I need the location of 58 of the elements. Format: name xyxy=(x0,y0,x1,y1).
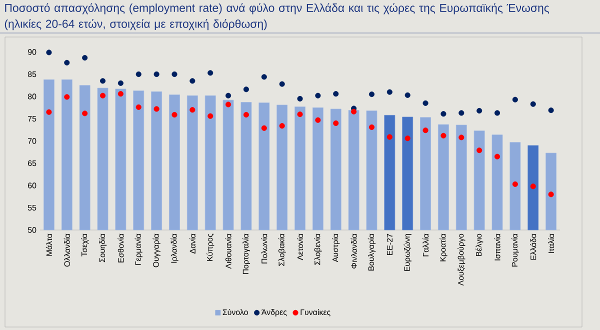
point xyxy=(512,181,518,187)
point xyxy=(297,112,303,118)
point xyxy=(315,117,321,123)
point xyxy=(46,50,52,56)
point xyxy=(172,112,178,118)
point xyxy=(368,91,375,98)
point xyxy=(333,91,339,97)
point xyxy=(225,102,232,108)
point xyxy=(297,96,303,102)
point xyxy=(225,92,232,98)
point xyxy=(440,132,446,138)
point xyxy=(404,136,410,142)
point xyxy=(279,123,285,129)
point xyxy=(351,108,357,114)
point xyxy=(530,101,536,107)
point xyxy=(82,55,88,61)
point xyxy=(548,192,554,198)
point xyxy=(136,104,142,110)
point xyxy=(243,112,250,118)
point xyxy=(548,108,554,114)
point xyxy=(440,111,446,117)
point xyxy=(315,92,321,98)
point xyxy=(208,113,214,119)
point xyxy=(368,124,375,130)
point xyxy=(118,80,124,86)
point xyxy=(82,110,88,116)
point xyxy=(261,74,267,80)
point xyxy=(190,78,196,84)
point xyxy=(422,100,428,106)
point xyxy=(208,70,214,76)
point xyxy=(172,71,178,78)
point xyxy=(154,71,160,78)
point xyxy=(261,125,267,131)
point xyxy=(530,184,536,190)
point xyxy=(494,154,500,160)
point xyxy=(476,108,482,114)
point xyxy=(422,128,428,134)
point xyxy=(100,92,106,98)
point xyxy=(100,78,106,84)
point xyxy=(494,110,500,116)
point xyxy=(512,96,518,102)
point xyxy=(118,91,124,97)
point xyxy=(46,109,52,115)
point xyxy=(243,86,250,92)
point xyxy=(386,134,392,140)
point xyxy=(279,81,285,87)
point xyxy=(64,60,70,66)
point xyxy=(458,134,464,140)
point xyxy=(154,106,160,112)
point xyxy=(190,107,196,113)
point xyxy=(64,94,70,100)
point xyxy=(476,148,482,154)
point xyxy=(386,89,392,95)
point xyxy=(458,110,464,116)
point xyxy=(404,92,410,98)
chart-title: Ποσοστό απασχόλησης (employment rate) ανά φύλο στην Ελλάδα και τις χώρες της Ευρωπαϊκής Ένωσης (ηλικίες 20-64 ετών, στοιχεία με εποχική διόρθωση) xyxy=(4,3,550,30)
point xyxy=(333,120,339,126)
point xyxy=(136,71,142,78)
